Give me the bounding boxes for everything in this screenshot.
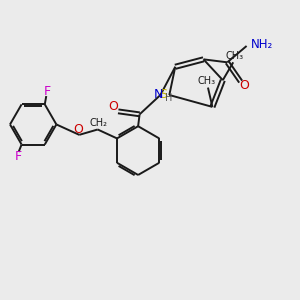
Text: NH₂: NH₂ — [251, 38, 273, 51]
Text: F: F — [14, 151, 22, 164]
Text: O: O — [74, 123, 84, 136]
Text: F: F — [43, 85, 50, 98]
Text: N: N — [154, 88, 164, 101]
Text: H: H — [165, 93, 172, 103]
Text: O: O — [108, 100, 118, 113]
Text: CH₃: CH₃ — [226, 51, 244, 61]
Text: O: O — [239, 79, 249, 92]
Text: CH₃: CH₃ — [197, 76, 215, 86]
Text: CH₂: CH₂ — [89, 118, 107, 128]
Text: S: S — [159, 88, 167, 101]
